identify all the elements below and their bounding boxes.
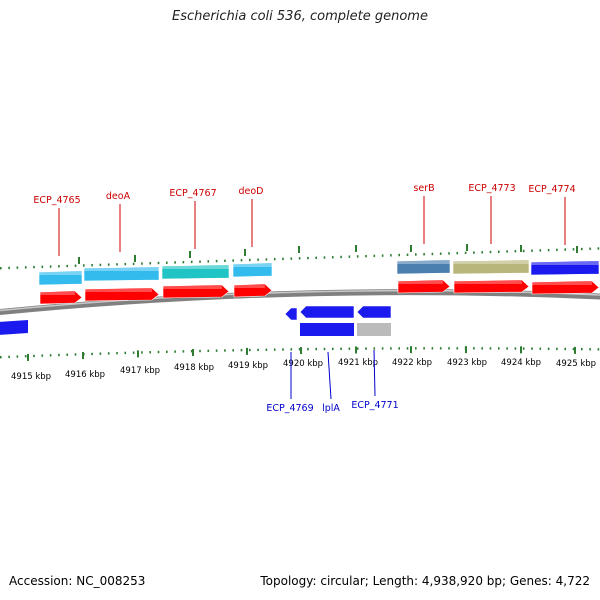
cds-arrow[interactable] (531, 280, 600, 295)
cds-arrow[interactable] (84, 287, 160, 302)
reverse-major-tick (410, 346, 412, 354)
gene-label[interactable]: lplA (322, 403, 340, 414)
kbp-label: 4916 kbp (65, 370, 105, 380)
reverse-major-tick (355, 346, 357, 354)
reverse-tick-track (0, 346, 600, 361)
reverse-cds-arrow[interactable] (299, 305, 355, 319)
reverse-major-tick (574, 346, 576, 354)
kbp-label: 4920 kbp (283, 359, 323, 369)
gene-bar[interactable] (161, 264, 230, 280)
kbp-label: 4922 kbp (392, 358, 432, 368)
reverse-major-tick (137, 350, 139, 358)
cds-arrow[interactable] (397, 279, 451, 294)
kbp-label: 4919 kbp (228, 361, 268, 371)
cds-arrow[interactable] (453, 279, 530, 294)
forward-major-tick (520, 245, 522, 252)
reverse-major-tick (520, 346, 522, 354)
position-labels: 4915 kbp 4916 kbp 4917 kbp 4918 kbp 4919 kbp… (11, 358, 596, 382)
kbp-label: 4917 kbp (120, 366, 160, 376)
cds-arrow[interactable] (233, 283, 273, 298)
gene-bar[interactable] (530, 260, 600, 276)
forward-major-tick (298, 246, 300, 253)
genome-title: Escherichia coli 536, complete genome (172, 9, 428, 24)
genome-backbone (0, 289, 600, 316)
forward-major-tick (466, 244, 468, 251)
forward-major-tick (189, 251, 191, 258)
forward-major-tick (355, 245, 357, 252)
cds-arrow-shine (163, 286, 222, 289)
genome-backbone-highlight (0, 289, 600, 312)
gene-bar-shine (162, 266, 229, 269)
reverse-strand-genes (0, 305, 392, 336)
gene-label[interactable]: ECP_4773 (468, 183, 515, 194)
forward-strand-genes (38, 259, 600, 305)
gene-bar[interactable] (83, 266, 160, 282)
gene-bar-shine (531, 262, 599, 265)
gene-label[interactable]: deoA (106, 191, 131, 202)
reverse-cds-arrow[interactable] (284, 307, 298, 321)
reverse-major-tick (27, 353, 29, 361)
cds-arrow-shine (398, 281, 443, 284)
gene-label[interactable]: ECP_4769 (266, 403, 313, 414)
gene-bar[interactable] (396, 259, 451, 275)
kbp-label: 4915 kbp (11, 372, 51, 382)
gene-bar-shine (397, 261, 450, 264)
gene-bar-shine (233, 264, 272, 267)
cds-arrow-shine (40, 292, 75, 295)
cds-arrow-shine (234, 285, 265, 288)
reverse-gene-bar[interactable] (300, 323, 354, 336)
gene-bar[interactable] (232, 262, 273, 278)
reverse-major-tick (246, 347, 248, 355)
gene-bar[interactable] (452, 259, 530, 275)
forward-major-tick (78, 257, 80, 264)
forward-major-tick (576, 246, 578, 253)
gene-label[interactable]: ECP_4774 (528, 184, 575, 195)
kbp-label: 4925 kbp (556, 359, 596, 369)
kbp-label: 4921 kbp (338, 358, 378, 368)
partial-reverse-gene[interactable] (0, 320, 28, 335)
reverse-cds-arrow[interactable] (356, 305, 392, 319)
leader-line (373, 349, 376, 397)
leader-line (327, 351, 332, 400)
reverse-major-tick (82, 352, 84, 360)
gene-label[interactable]: serB (413, 183, 434, 194)
gene-label[interactable]: ECP_4765 (33, 195, 80, 206)
kbp-label: 4918 kbp (174, 363, 214, 373)
reverse-major-tick (192, 348, 194, 356)
kbp-label: 4924 kbp (501, 358, 541, 368)
cds-arrow-shine (532, 282, 592, 285)
genome-summary-text: Topology: circular; Length: 4,938,920 bp… (260, 574, 590, 588)
reverse-major-tick (465, 346, 467, 354)
gene-label[interactable]: deoD (238, 186, 263, 197)
forward-major-tick (134, 255, 136, 262)
accession-text: Accession: NC_008253 (9, 574, 146, 588)
gene-label[interactable]: ECP_4767 (169, 188, 216, 199)
gene-bar-shine (39, 272, 82, 275)
cds-arrow[interactable] (162, 284, 230, 299)
forward-tick-track (0, 244, 600, 270)
cds-arrow-shine (454, 281, 522, 284)
cds-arrow-shine (85, 289, 152, 292)
gene-bar-shine (84, 268, 159, 271)
reverse-major-tick (300, 347, 302, 355)
kbp-label: 4923 kbp (447, 358, 487, 368)
gene-bar-shine (453, 261, 529, 264)
forward-major-tick (244, 249, 246, 256)
reverse-gene-bar[interactable] (357, 323, 391, 336)
cds-arrow[interactable] (39, 290, 83, 305)
gene-bar[interactable] (38, 270, 83, 286)
gene-label[interactable]: ECP_4771 (351, 400, 398, 411)
gene-labels: ECP_4765 deoA ECP_4767 deoD serB ECP_4773 ECP_… (33, 183, 575, 414)
forward-major-tick (410, 245, 412, 252)
